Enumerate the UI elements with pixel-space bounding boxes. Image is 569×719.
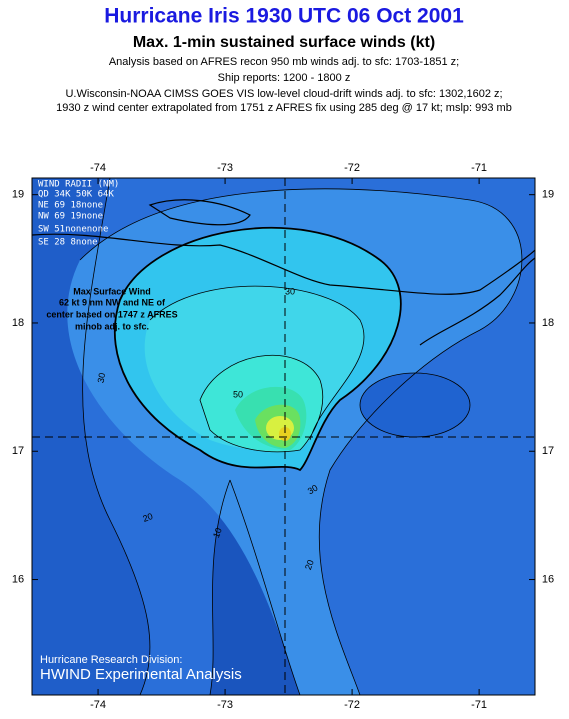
radii-row: SE 28 8none [38, 238, 98, 248]
info-line: 1930 z wind center extrapolated from 175… [56, 102, 512, 114]
radii-row: SW 51nonenone [38, 225, 108, 235]
x-tick-label: -72 [344, 699, 360, 711]
annotation: center based on 1747 z AFRES [46, 309, 177, 319]
annotation: 62 kt 9 nm NW and NE of [59, 297, 166, 307]
radii-row: NE 69 18none [38, 201, 103, 211]
info-line: Ship reports: 1200 - 1800 z [218, 72, 351, 84]
title: Hurricane Iris 1930 UTC 06 Oct 2001 [104, 5, 464, 28]
annotation: minob adj. to sfc. [75, 321, 149, 331]
y-tick-label: 17 [12, 445, 24, 457]
contour-label: 20 [141, 511, 154, 524]
contour-label: 50 [233, 389, 243, 399]
footer-line: Hurricane Research Division: [40, 654, 182, 666]
y-tick-label: 18 [542, 317, 554, 329]
radii-row: NW 69 19none [38, 212, 103, 222]
y-tick-label: 18 [12, 317, 24, 329]
contour-label: 30 [96, 372, 108, 384]
y-tick-label: 16 [542, 573, 554, 585]
radii-title: WIND RADII (NM) [38, 180, 119, 190]
wind-field [32, 178, 535, 695]
x-tick-label: -72 [344, 162, 360, 174]
y-tick-label: 19 [12, 189, 24, 201]
contour-label: 30 [285, 286, 295, 296]
info-line: U.Wisconsin-NOAA CIMSS GOES VIS low-leve… [65, 88, 502, 100]
x-tick-label: -71 [471, 162, 487, 174]
contour-label: 20 [303, 558, 316, 571]
x-tick-label: -71 [471, 699, 487, 711]
x-tick-label: -73 [217, 699, 233, 711]
subtitle: Max. 1-min sustained surface winds (kt) [133, 34, 435, 51]
y-tick-label: 17 [542, 445, 554, 457]
contour-label: 10 [211, 526, 224, 539]
footer-line: HWIND Experimental Analysis [40, 666, 242, 683]
contour-label: 30 [306, 483, 320, 497]
annotation: Max Surface Wind [73, 286, 150, 296]
y-tick-label: 19 [542, 189, 554, 201]
y-tick-label: 16 [12, 573, 24, 585]
map-frame [31, 177, 536, 696]
radii-row: QD 34K 50K 64K [38, 190, 114, 200]
x-tick-label: -74 [90, 162, 106, 174]
x-tick-label: -74 [90, 699, 106, 711]
info-line: Analysis based on AFRES recon 950 mb win… [109, 56, 459, 68]
x-tick-label: -73 [217, 162, 233, 174]
